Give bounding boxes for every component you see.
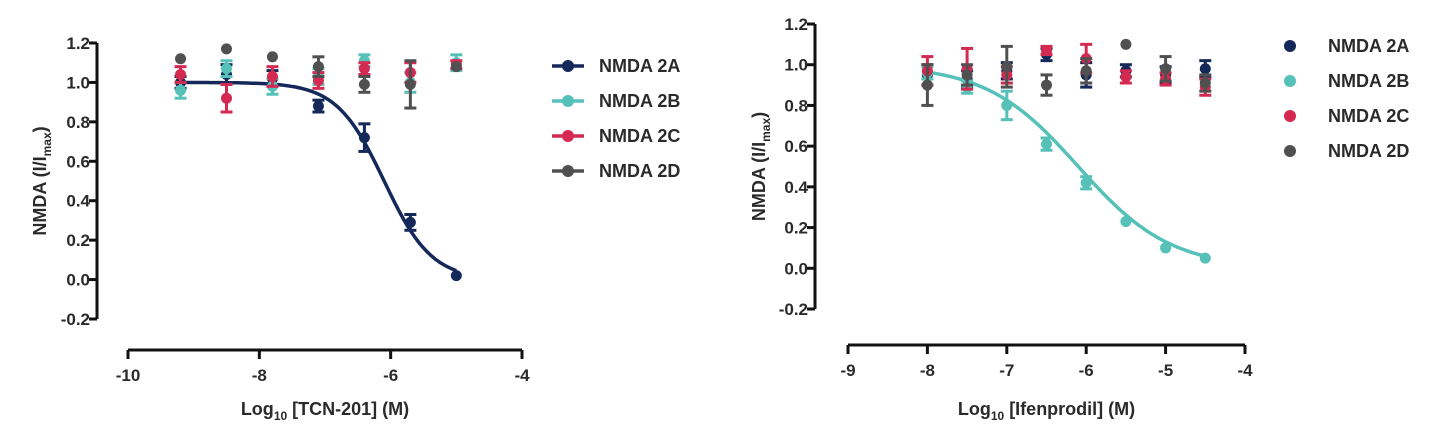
data-point [1041, 138, 1052, 150]
y-tick-label: 0.0 [784, 259, 808, 278]
x-tick-label: -6 [1079, 361, 1094, 380]
y-tick-label: 0.6 [784, 137, 808, 156]
y-tick-label: 0.8 [66, 113, 90, 132]
legend-marker [562, 165, 574, 177]
legend-label: NMDA 2B [599, 91, 680, 111]
x-tick-label: -7 [999, 361, 1014, 380]
data-point [312, 61, 324, 73]
x-axis-title: Log10 [Ifenprodil] (M) [958, 399, 1135, 423]
data-point [1080, 65, 1092, 77]
y-tick-label: 1.2 [784, 15, 808, 34]
legend-marker [1284, 75, 1296, 87]
x-tick-label: -6 [383, 366, 398, 385]
y-tick-label: 0.0 [66, 271, 90, 290]
legend-item-nmda-2b: NMDA 2B [1284, 71, 1409, 91]
data-point [1120, 71, 1132, 83]
series-nmda-2a [174, 63, 462, 282]
y-tick-label: 0.4 [784, 178, 808, 197]
data-point [1160, 242, 1172, 254]
data-point [1041, 79, 1052, 91]
data-point [1001, 99, 1013, 111]
data-point [450, 270, 462, 282]
data-point [266, 71, 278, 83]
data-point [1199, 252, 1211, 264]
y-tick-label: 0.2 [66, 231, 90, 250]
legend-label: NMDA 2C [599, 126, 680, 146]
data-point [175, 53, 187, 65]
x-axis-title: Log10 [TCN-201] (M) [241, 399, 409, 423]
data-point [358, 63, 370, 75]
series-nmda-2d [175, 43, 462, 110]
series-nmda-2b [921, 65, 1211, 264]
y-tick-label: 0.8 [784, 96, 808, 115]
chart-ifenprodil: -0.2 0.0 0.2 0.4 0.6 0.8 1.0 1.2 -9 -8 -7 -6 -5 -4 Log… [749, 15, 1409, 423]
legend-item-nmda-2c: NMDA 2C [1284, 106, 1409, 126]
data-point [1041, 44, 1052, 56]
data-point [1199, 63, 1211, 75]
x-tick-label: -9 [840, 361, 855, 380]
y-tick-label: 1.0 [784, 56, 808, 75]
data-point [1199, 77, 1211, 89]
x-tick-label: -8 [252, 366, 267, 385]
legend-item-nmda-2a: NMDA 2A [552, 56, 680, 76]
data-point [175, 69, 187, 81]
y-tick-label: 1.2 [66, 34, 90, 53]
data-point [358, 132, 370, 144]
data-point [221, 92, 232, 104]
legend-label: NMDA 2A [1328, 36, 1409, 56]
data-point [404, 78, 416, 90]
y-axis-title: NMDA (I/Imax) [749, 112, 773, 221]
x-tick-label: -5 [1158, 361, 1173, 380]
data-point [1120, 38, 1132, 50]
legend-item-nmda-2d: NMDA 2D [1284, 141, 1409, 161]
x-tick-label: -10 [116, 366, 141, 385]
y-tick-label: 0.6 [66, 152, 90, 171]
data-point [175, 84, 187, 96]
data-point [358, 78, 370, 90]
legend-item-nmda-2b: NMDA 2B [552, 91, 680, 111]
legend: NMDA 2A NMDA 2B NMDA 2C NMDA 2D [1284, 36, 1409, 161]
legend-item-nmda-2d: NMDA 2D [552, 161, 680, 181]
data-point [1080, 177, 1092, 189]
legend-label: NMDA 2C [1328, 106, 1409, 126]
data-point [450, 61, 462, 73]
x-tick-label: -4 [514, 366, 530, 385]
data-point [961, 69, 973, 81]
legend-marker [1284, 40, 1296, 52]
y-tick-label: 0.4 [66, 192, 90, 211]
data-point [921, 79, 933, 91]
legend-marker [562, 60, 574, 72]
fit-curve-nmda-2b [927, 70, 1206, 258]
data-point [221, 43, 232, 55]
legend-item-nmda-2c: NMDA 2C [552, 126, 680, 146]
y-tick-label: 0.2 [784, 219, 808, 238]
data-point [1120, 215, 1132, 227]
legend-label: NMDA 2A [599, 56, 680, 76]
chart-tcn201: -0.2 0.0 0.2 0.4 0.6 0.8 1.0 1.2 -10 -8 -6 -4 Log10 … [30, 34, 680, 423]
legend-label: NMDA 2D [1328, 141, 1409, 161]
data-point [404, 216, 416, 228]
data-point [221, 63, 232, 75]
legend: NMDA 2A NMDA 2B NMDA 2C NMDA 2D [552, 56, 680, 181]
legend-marker [562, 130, 574, 142]
legend-marker [1284, 110, 1296, 122]
y-tick-label: 1.0 [66, 73, 90, 92]
y-axis-title: NMDA (I/Imax) [30, 126, 54, 235]
data-point [312, 100, 324, 112]
series-nmda-2d [921, 38, 1212, 107]
y-tick-label: -0.2 [61, 310, 90, 329]
legend-label: NMDA 2D [599, 161, 680, 181]
legend-label: NMDA 2B [1328, 71, 1409, 91]
x-tick-label: -8 [920, 361, 935, 380]
data-point [1160, 63, 1172, 75]
legend-marker [1284, 145, 1296, 157]
data-point [1001, 61, 1013, 73]
legend-item-nmda-2a: NMDA 2A [1284, 36, 1409, 56]
legend-marker [562, 95, 574, 107]
x-tick-label: -4 [1237, 361, 1253, 380]
y-tick-label: -0.2 [779, 300, 808, 319]
data-point [266, 51, 278, 63]
